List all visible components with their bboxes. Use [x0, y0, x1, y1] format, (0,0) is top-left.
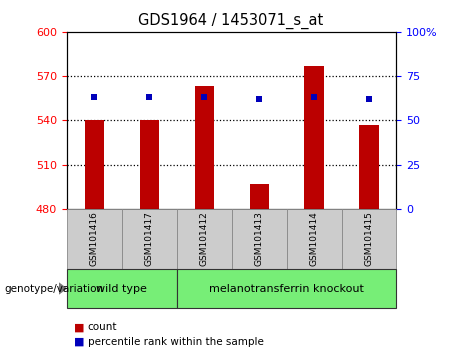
Text: genotype/variation: genotype/variation: [5, 284, 104, 293]
Text: GSM101414: GSM101414: [309, 212, 319, 266]
Bar: [177, 269, 396, 308]
Bar: [122, 209, 177, 269]
Text: wild type: wild type: [96, 284, 147, 293]
Bar: [85, 120, 104, 209]
Text: melanotransferrin knockout: melanotransferrin knockout: [209, 284, 364, 293]
Bar: [195, 86, 214, 209]
Text: GSM101413: GSM101413: [254, 211, 264, 267]
Text: GSM101416: GSM101416: [90, 211, 99, 267]
Text: ■: ■: [74, 322, 84, 332]
Bar: [360, 125, 378, 209]
Bar: [287, 209, 342, 269]
Text: GSM101417: GSM101417: [145, 211, 154, 267]
Bar: [304, 66, 324, 209]
Bar: [140, 120, 159, 209]
Text: GSM101415: GSM101415: [365, 211, 373, 267]
Text: ■: ■: [74, 337, 84, 347]
Text: GDS1964 / 1453071_s_at: GDS1964 / 1453071_s_at: [138, 12, 323, 29]
Text: count: count: [88, 322, 117, 332]
Text: percentile rank within the sample: percentile rank within the sample: [88, 337, 264, 347]
Bar: [342, 209, 396, 269]
Bar: [67, 269, 177, 308]
Bar: [67, 209, 122, 269]
Bar: [231, 209, 287, 269]
Text: GSM101412: GSM101412: [200, 212, 209, 266]
Bar: [249, 184, 269, 209]
Polygon shape: [59, 282, 67, 295]
Bar: [177, 209, 231, 269]
